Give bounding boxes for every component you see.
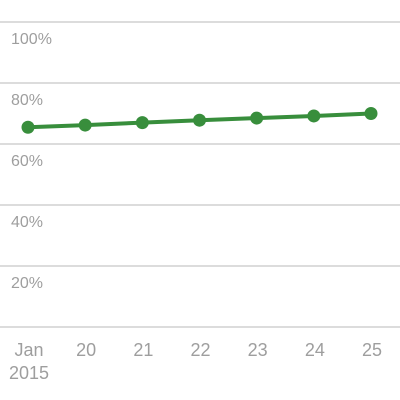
x-tick-label: 23	[248, 340, 268, 360]
y-tick-label: 40%	[11, 214, 43, 231]
data-point[interactable]	[250, 111, 264, 125]
x-tick-label: 21	[133, 340, 153, 360]
y-axis-tick-labels: 100% 80% 60% 40% 20%	[11, 31, 52, 292]
gridlines	[0, 21, 400, 328]
data-point[interactable]	[21, 120, 35, 134]
data-point[interactable]	[307, 109, 321, 123]
y-tick-label: 80%	[11, 92, 43, 109]
x-tick-label: Jan	[14, 340, 43, 360]
series-layer	[21, 107, 378, 134]
x-tick-label: 2015	[9, 363, 49, 383]
x-tick-label: 25	[362, 340, 382, 360]
x-tick-label: 20	[76, 340, 96, 360]
data-point[interactable]	[78, 118, 92, 132]
y-tick-label: 20%	[11, 275, 43, 292]
data-point[interactable]	[364, 107, 378, 120]
y-tick-label: 60%	[11, 153, 43, 170]
data-point[interactable]	[193, 113, 206, 127]
data-point[interactable]	[135, 116, 149, 130]
y-tick-label: 100%	[11, 31, 52, 48]
x-tick-label: 22	[190, 340, 210, 360]
x-axis-tick-labels: Jan 2015 20 21 22 23 24 25	[9, 340, 382, 383]
x-tick-label: 24	[305, 340, 325, 360]
